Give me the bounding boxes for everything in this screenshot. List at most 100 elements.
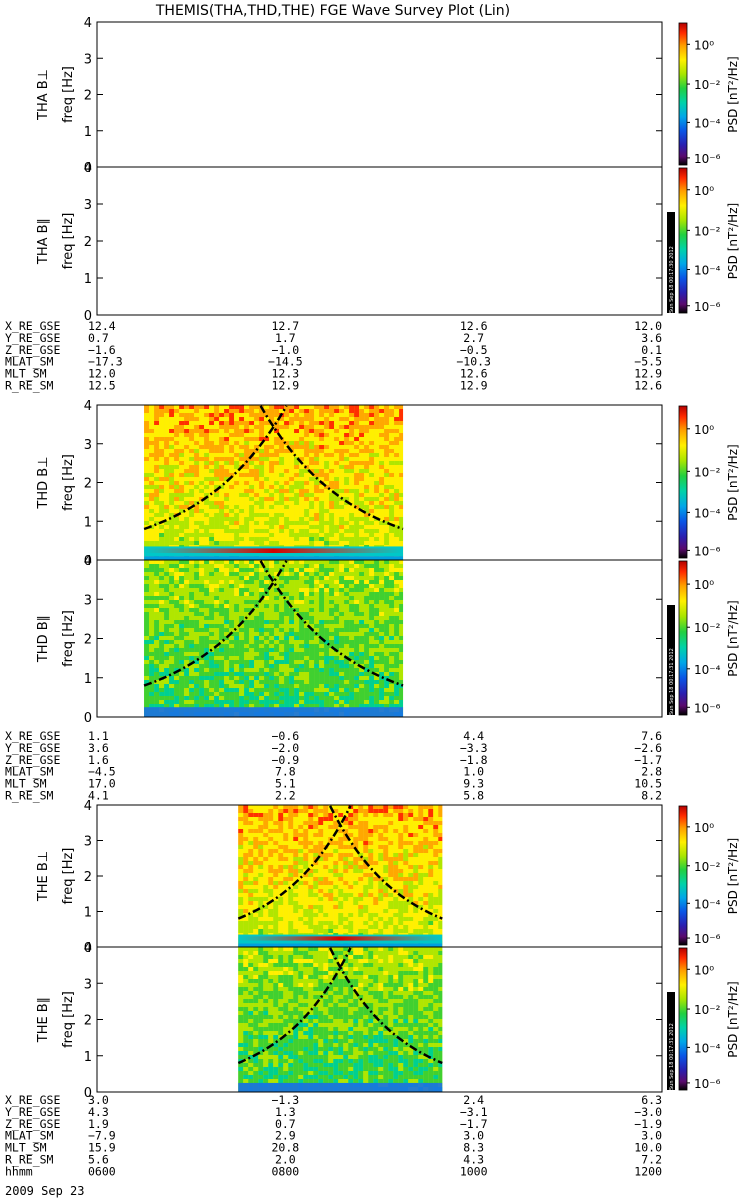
spectrogram-cell xyxy=(299,668,305,672)
spectrogram-cell xyxy=(329,680,335,684)
spectrogram-cell xyxy=(284,588,290,592)
spectrogram-cell xyxy=(343,849,349,853)
spectrogram-cell xyxy=(283,813,289,817)
spectrogram-cell xyxy=(344,405,350,409)
spectrogram-cell xyxy=(304,529,310,533)
spectrogram-cell xyxy=(199,429,205,433)
spectrogram-cell xyxy=(189,461,195,465)
spectrogram-cell xyxy=(269,533,275,537)
spectrogram-cell xyxy=(144,640,150,644)
spectrogram-cell xyxy=(354,616,360,620)
spectrogram-cell xyxy=(249,441,255,445)
spectrogram-cell xyxy=(354,453,360,457)
spectrogram-cell xyxy=(214,700,220,704)
spectrogram-cell xyxy=(363,877,369,881)
spectrogram-cell xyxy=(159,445,165,449)
spectrogram-cell xyxy=(309,489,315,493)
spectrogram-cell xyxy=(274,624,280,628)
spectrogram-cell xyxy=(378,845,384,849)
spectrogram-cell xyxy=(244,640,250,644)
spectrogram-cell xyxy=(294,660,300,664)
spectrogram-cell xyxy=(169,529,175,533)
spectrogram-cell xyxy=(323,805,329,809)
spectrogram-cell xyxy=(234,501,240,505)
spectrogram-cell xyxy=(389,537,395,541)
spectrogram-cell xyxy=(239,533,245,537)
spectrogram-cell xyxy=(379,485,385,489)
spectrogram-cell xyxy=(259,433,265,437)
spectrogram-cell xyxy=(278,857,284,861)
spectrogram-cell xyxy=(164,648,170,652)
spectrogram-cell xyxy=(289,453,295,457)
spectrogram-cell xyxy=(398,869,404,873)
spectrogram-cell xyxy=(294,648,300,652)
spectrogram-cell xyxy=(144,608,150,612)
spectrogram-cell xyxy=(369,481,375,485)
spectrogram-cell xyxy=(354,564,360,568)
spectrogram-cell xyxy=(164,672,170,676)
spectrogram-cell xyxy=(354,600,360,604)
spectrogram-cell xyxy=(169,461,175,465)
spectrogram-cell xyxy=(224,580,230,584)
spectrogram-cell xyxy=(289,644,295,648)
spectrogram-cell xyxy=(169,421,175,425)
spectrogram-cell xyxy=(264,572,270,576)
spectrogram-cell xyxy=(304,624,310,628)
spectrogram-cell xyxy=(319,696,325,700)
spectrogram-cell xyxy=(374,529,380,533)
spectrogram-cell xyxy=(384,584,390,588)
spectrogram-cell xyxy=(254,425,260,429)
spectrogram-cell xyxy=(379,608,385,612)
spectrogram-cell xyxy=(219,644,225,648)
spectrogram-cell xyxy=(349,473,355,477)
spectrogram-cell xyxy=(189,572,195,576)
spectrogram-cell xyxy=(254,664,260,668)
spectrogram-cell xyxy=(379,576,385,580)
spectrogram-cell xyxy=(238,821,244,825)
spectrogram-cell xyxy=(354,517,360,521)
spectrogram-cell xyxy=(244,433,250,437)
spectrogram-cell xyxy=(259,517,265,521)
spectrogram-cell xyxy=(259,533,265,537)
spectrogram-cell xyxy=(278,873,284,877)
spectrogram-cell xyxy=(169,568,175,572)
spectrogram-cell xyxy=(254,624,260,628)
spectrogram-cell xyxy=(244,429,250,433)
spectrogram-cell xyxy=(159,700,165,704)
spectrogram-cell xyxy=(189,525,195,529)
spectrogram-cell xyxy=(319,449,325,453)
spectrogram-cell xyxy=(389,457,395,461)
spectrogram-cell xyxy=(154,429,160,433)
spectrogram-cell xyxy=(368,841,374,845)
spectrogram-cell xyxy=(264,405,270,409)
spectrogram-cell xyxy=(264,485,270,489)
spectrogram-cell xyxy=(154,568,160,572)
spectrogram-cell xyxy=(229,461,235,465)
spectrogram-cell xyxy=(154,501,160,505)
spectrogram-cell xyxy=(354,704,360,708)
spectrogram-cell xyxy=(224,620,230,624)
spectrogram-cell xyxy=(438,873,443,877)
spectrogram-cell xyxy=(364,608,370,612)
spectrogram-cell xyxy=(294,405,300,409)
spectrogram-cell xyxy=(324,600,330,604)
spectrogram-cell xyxy=(323,829,329,833)
spectrogram-cell xyxy=(339,632,345,636)
spectrogram-cell xyxy=(144,485,150,489)
spectrogram-cell xyxy=(319,620,325,624)
spectrogram-cell xyxy=(189,457,195,461)
spectrogram-cell xyxy=(169,445,175,449)
spectrogram-cell xyxy=(234,648,240,652)
spectrogram-cell xyxy=(359,525,365,529)
spectrogram-cell xyxy=(359,413,365,417)
spectrogram-cell xyxy=(398,805,404,809)
spectrogram-cell xyxy=(438,845,443,849)
spectrogram-cell xyxy=(323,873,329,877)
spectrogram-cell xyxy=(174,529,180,533)
spectrogram-cell xyxy=(194,497,200,501)
spectrogram-cell xyxy=(309,525,315,529)
spectrogram-cell xyxy=(399,481,404,485)
spectrogram-cell xyxy=(364,604,370,608)
spectrogram-cell xyxy=(144,644,150,648)
spectrogram-cell xyxy=(144,417,150,421)
